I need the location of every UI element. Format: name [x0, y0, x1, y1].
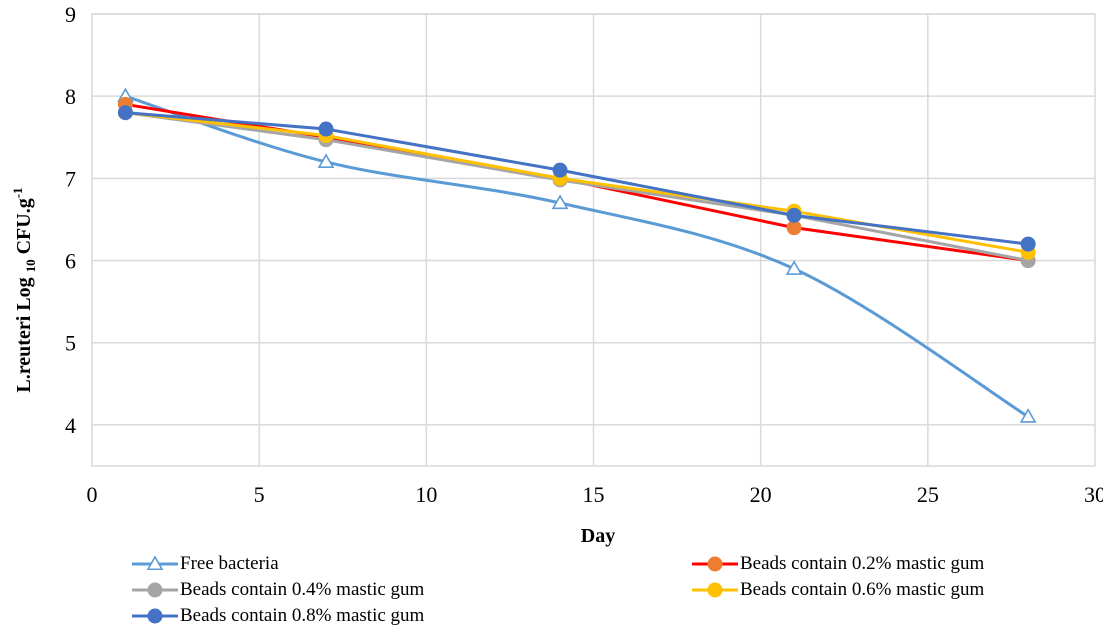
grid-lines: [91, 13, 1096, 467]
y-tick-label: 4: [65, 413, 76, 438]
legend-item: Beads contain 0.4% mastic gum: [130, 578, 690, 602]
legend-item: Beads contain 0.6% mastic gum: [690, 578, 1090, 602]
legend-swatch-marker: [707, 582, 723, 598]
legend-item: Free bacteria: [130, 552, 690, 576]
x-tick-label: 10: [415, 482, 437, 507]
legend-label: Beads contain 0.8% mastic gum: [180, 605, 425, 626]
legend-swatch-marker: [147, 608, 163, 624]
x-tick-label: 15: [583, 482, 605, 507]
x-tick-label: 0: [87, 482, 98, 507]
y-axis-title-subscript: 10: [23, 259, 38, 272]
data-point: [317, 153, 335, 168]
series-0: [117, 87, 1037, 423]
data-point: [551, 194, 569, 210]
legend-item: Beads contain 0.2% mastic gum: [690, 552, 1090, 576]
x-tick-label: 30: [1084, 482, 1103, 507]
data-point: [785, 260, 803, 275]
x-tick-label: 25: [917, 482, 939, 507]
legend-swatch-marker: [147, 582, 163, 598]
legend-swatch: [132, 582, 178, 598]
legend-swatch-marker: [146, 555, 164, 571]
data-point: [1019, 408, 1037, 423]
data-point: [1020, 236, 1036, 252]
data-point: [318, 121, 334, 137]
y-tick-label: 7: [65, 166, 76, 191]
legend: Free bacteria Beads contain 0.2% mastic g…: [130, 552, 1090, 628]
y-tick-label: 9: [65, 2, 76, 27]
series-line: [124, 94, 1029, 418]
legend-swatch: [692, 556, 738, 572]
legend-label: Free bacteria: [180, 553, 279, 574]
data-point: [552, 162, 568, 178]
legend-swatch: [132, 555, 178, 571]
legend-label: Beads contain 0.2% mastic gum: [740, 553, 985, 574]
legend-label: Beads contain 0.6% mastic gum: [740, 579, 985, 600]
legend-item: Beads contain 0.8% mastic gum: [130, 604, 690, 628]
x-tick-label: 20: [750, 482, 772, 507]
legend-label: Beads contain 0.4% mastic gum: [180, 579, 425, 600]
y-tick-label: 8: [65, 84, 76, 109]
series-line: [125, 111, 1029, 263]
data-point: [786, 207, 802, 223]
y-axis-tick-labels: 4 5 6 7 8 9: [65, 2, 76, 438]
y-axis-title-main: L.reuteri Log: [13, 272, 35, 392]
x-axis-title: Day: [581, 525, 615, 547]
legend-swatch-marker: [707, 556, 723, 572]
y-tick-label: 5: [65, 331, 76, 356]
y-axis-title-superscript: -1: [10, 187, 25, 198]
x-axis-tick-labels: 0 5 10 15 20 25 30: [87, 482, 1103, 507]
data-point: [117, 105, 133, 121]
legend-swatch: [132, 608, 178, 624]
legend-swatch: [692, 582, 738, 598]
x-tick-label: 5: [254, 482, 265, 507]
series-layer: [117, 87, 1037, 423]
y-tick-label: 6: [65, 249, 76, 274]
series-4: [117, 105, 1036, 252]
y-axis-title-unit: CFU.g: [13, 198, 35, 259]
y-axis-title: L.reuteri Log 10 CFU.g-1: [10, 187, 38, 392]
